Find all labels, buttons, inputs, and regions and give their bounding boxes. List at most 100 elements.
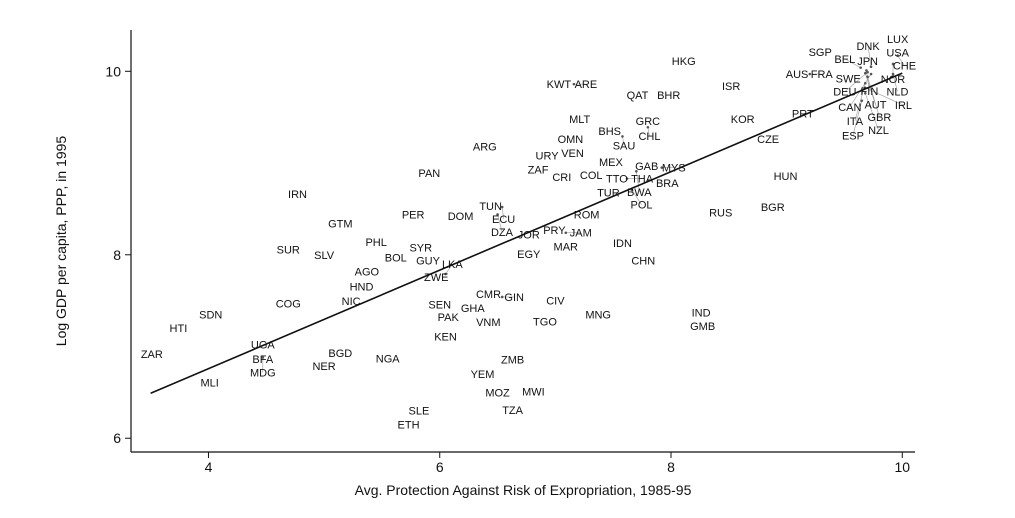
point-label-chn: CHN: [631, 255, 655, 267]
leader-line: [864, 93, 879, 131]
point-marker: [444, 272, 447, 276]
label-leader-lines: [261, 45, 905, 373]
point-label-per: PER: [402, 209, 425, 221]
point-label-aus: AUS: [786, 69, 809, 81]
x-axis-title: Avg. Protection Against Risk of Expropri…: [355, 482, 692, 498]
point-marker: [891, 62, 895, 66]
point-marker: [863, 71, 867, 75]
leader-line: [864, 73, 876, 105]
point-marker: [808, 72, 812, 76]
point-label-moz: MOZ: [485, 387, 510, 399]
point-label-jpn: JPN: [857, 56, 878, 68]
y-tick-label: 10: [105, 63, 121, 79]
point-marker: [496, 213, 499, 216]
y-tick-label: 6: [113, 430, 121, 446]
point-label-gab: GAB: [635, 161, 658, 173]
point-label-fra: FRA: [811, 69, 834, 81]
point-label-mli: MLI: [200, 377, 218, 389]
point-label-zar: ZAR: [141, 349, 163, 361]
point-label-pak: PAK: [438, 312, 460, 324]
point-label-gtm: GTM: [328, 219, 352, 231]
point-label-bol: BOL: [385, 253, 407, 265]
point-label-bra: BRA: [656, 178, 679, 190]
point-marker: [660, 166, 664, 169]
point-label-lux: LUX: [887, 34, 909, 46]
point-label-cze: CZE: [757, 134, 779, 146]
point-label-ago: AGO: [355, 266, 380, 278]
point-label-vnm: VNM: [476, 317, 500, 329]
point-label-pol: POL: [631, 200, 653, 212]
leader-line: [865, 87, 904, 106]
leader-line: [844, 71, 868, 92]
point-label-hkg: HKG: [672, 56, 696, 68]
point-marker: [500, 295, 504, 299]
point-marker: [896, 54, 899, 57]
point-marker: [866, 70, 869, 74]
point-marker: [621, 135, 624, 138]
point-label-sdn: SDN: [199, 309, 222, 321]
point-label-mwi: MWI: [522, 386, 545, 398]
point-label-che: CHE: [893, 61, 916, 73]
point-label-chl: CHL: [638, 131, 660, 143]
point-label-can: CAN: [838, 102, 861, 114]
point-marker: [863, 92, 867, 95]
point-label-cmr: CMR: [476, 289, 501, 301]
point-label-tun: TUN: [479, 201, 502, 213]
point-label-tza: TZA: [502, 405, 523, 417]
point-label-kwt: KWT: [547, 79, 572, 91]
point-label-zwe: ZWE: [424, 272, 448, 284]
point-label-bel: BEL: [834, 54, 855, 66]
point-label-nic: NIC: [342, 296, 361, 308]
point-label-tha: THA: [631, 174, 654, 186]
point-label-bhs: BHS: [598, 126, 621, 138]
point-marker: [261, 356, 265, 359]
y-axis-title: Log GDP per capita, PPP, in 1995: [53, 136, 69, 347]
point-label-uga: UGA: [251, 340, 276, 352]
leader-line: [647, 127, 650, 137]
point-marker: [625, 177, 629, 180]
x-ticks: 4 6 8 10: [205, 452, 910, 475]
point-label-irn: IRN: [288, 189, 307, 201]
point-label-are: ARE: [575, 79, 598, 91]
point-marker: [859, 66, 862, 69]
x-tick-label: 8: [667, 459, 675, 475]
point-label-slv: SLV: [314, 250, 335, 262]
point-marker: [869, 65, 873, 68]
point-label-zmb: ZMB: [501, 354, 524, 366]
point-label-ita: ITA: [847, 116, 864, 128]
x-tick-label: 6: [436, 459, 444, 475]
y-ticks: 6 8 10: [105, 63, 131, 446]
point-label-hti: HTI: [170, 323, 188, 335]
point-label-bfa: BFA: [252, 354, 273, 366]
point-label-ner: NER: [312, 361, 335, 373]
x-tick-label: 10: [894, 459, 910, 475]
point-label-col: COL: [580, 170, 603, 182]
point-marker: [500, 205, 504, 209]
point-label-sgp: SGP: [809, 47, 832, 59]
leader-line: [636, 171, 640, 193]
point-label-jam: JAM: [570, 228, 592, 240]
point-label-phl: PHL: [365, 237, 386, 249]
point-label-arg: ARG: [473, 142, 497, 154]
leader-line: [501, 207, 504, 220]
point-label-dnk: DNK: [856, 41, 880, 53]
point-marker: [646, 125, 650, 129]
point-label-rus: RUS: [709, 208, 732, 220]
point-marker: [869, 72, 873, 76]
point-label-nga: NGA: [376, 353, 401, 365]
point-label-nzl: NZL: [868, 125, 889, 137]
point-label-dza: DZA: [491, 227, 514, 239]
point-label-dom: DOM: [448, 211, 474, 223]
point-label-tur: TUR: [597, 188, 620, 200]
point-label-mdg: MDG: [250, 368, 276, 380]
point-label-sen: SEN: [428, 299, 451, 311]
point-label-irl: IRL: [895, 100, 912, 112]
point-label-mlt: MLT: [569, 114, 590, 126]
point-label-bwa: BWA: [627, 187, 652, 199]
point-label-jor: JOR: [518, 230, 540, 242]
point-label-gmb: GMB: [690, 321, 715, 333]
point-label-ind: IND: [692, 308, 711, 320]
point-label-tto: TTO: [606, 174, 628, 186]
point-label-kor: KOR: [731, 114, 755, 126]
